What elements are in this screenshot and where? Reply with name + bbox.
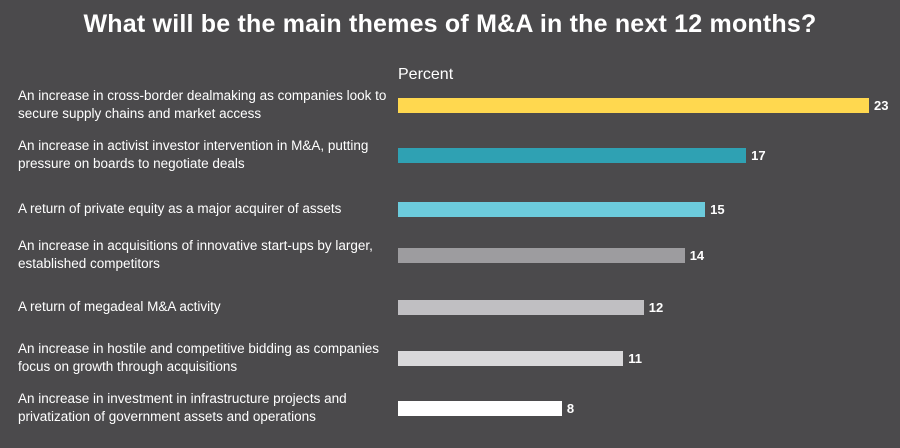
category-label: An increase in activist investor interve… xyxy=(18,138,369,171)
bar xyxy=(398,247,685,263)
data-label: 12 xyxy=(648,299,664,315)
category-label: An increase in cross-border dealmaking a… xyxy=(18,88,387,121)
data-label: 17 xyxy=(751,147,766,163)
chart-title: What will be the main themes of M&A in t… xyxy=(83,10,817,38)
category-label: A return of megadeal M&A activity xyxy=(18,299,221,314)
bar xyxy=(398,147,747,163)
data-label: 15 xyxy=(710,201,725,217)
category-label: An increase in hostile and competitive b… xyxy=(18,341,379,374)
category-label: An increase in investment in infrastruct… xyxy=(18,391,347,424)
data-label: 8 xyxy=(566,400,575,416)
data-label: 11 xyxy=(628,350,642,366)
data-label: 14 xyxy=(689,247,705,263)
data-label: 23 xyxy=(874,97,889,113)
chart-subtitle: Percent xyxy=(398,66,454,83)
category-label: A return of private equity as a major ac… xyxy=(18,201,342,216)
category-label: An increase in acquisitions of innovativ… xyxy=(18,238,373,271)
bar xyxy=(398,97,869,113)
bar xyxy=(398,350,624,366)
bar xyxy=(398,400,562,416)
bar xyxy=(398,201,706,217)
bar xyxy=(398,299,644,315)
